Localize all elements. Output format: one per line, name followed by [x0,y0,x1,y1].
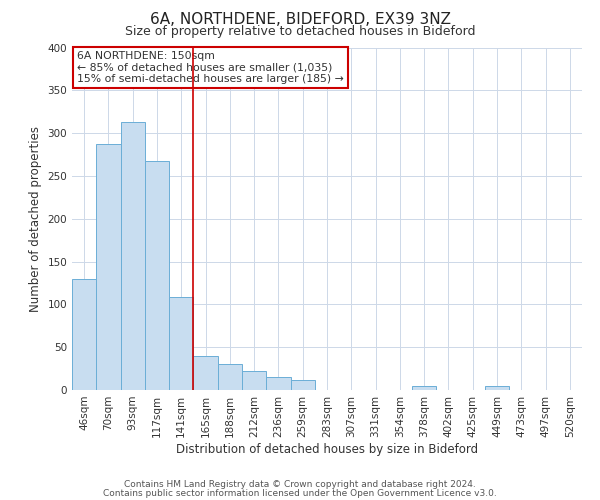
Bar [485,386,509,390]
Bar [412,386,436,390]
Bar [96,144,121,390]
Bar [218,364,242,390]
Bar [193,356,218,390]
Text: 6A NORTHDENE: 150sqm
← 85% of detached houses are smaller (1,035)
15% of semi-de: 6A NORTHDENE: 150sqm ← 85% of detached h… [77,51,344,84]
Bar [266,377,290,390]
Text: Size of property relative to detached houses in Bideford: Size of property relative to detached ho… [125,25,475,38]
X-axis label: Distribution of detached houses by size in Bideford: Distribution of detached houses by size … [176,442,478,456]
Y-axis label: Number of detached properties: Number of detached properties [29,126,42,312]
Text: 6A, NORTHDENE, BIDEFORD, EX39 3NZ: 6A, NORTHDENE, BIDEFORD, EX39 3NZ [149,12,451,28]
Bar [290,380,315,390]
Bar [242,371,266,390]
Bar [145,160,169,390]
Bar [72,278,96,390]
Bar [121,122,145,390]
Text: Contains HM Land Registry data © Crown copyright and database right 2024.: Contains HM Land Registry data © Crown c… [124,480,476,489]
Bar [169,296,193,390]
Text: Contains public sector information licensed under the Open Government Licence v3: Contains public sector information licen… [103,488,497,498]
